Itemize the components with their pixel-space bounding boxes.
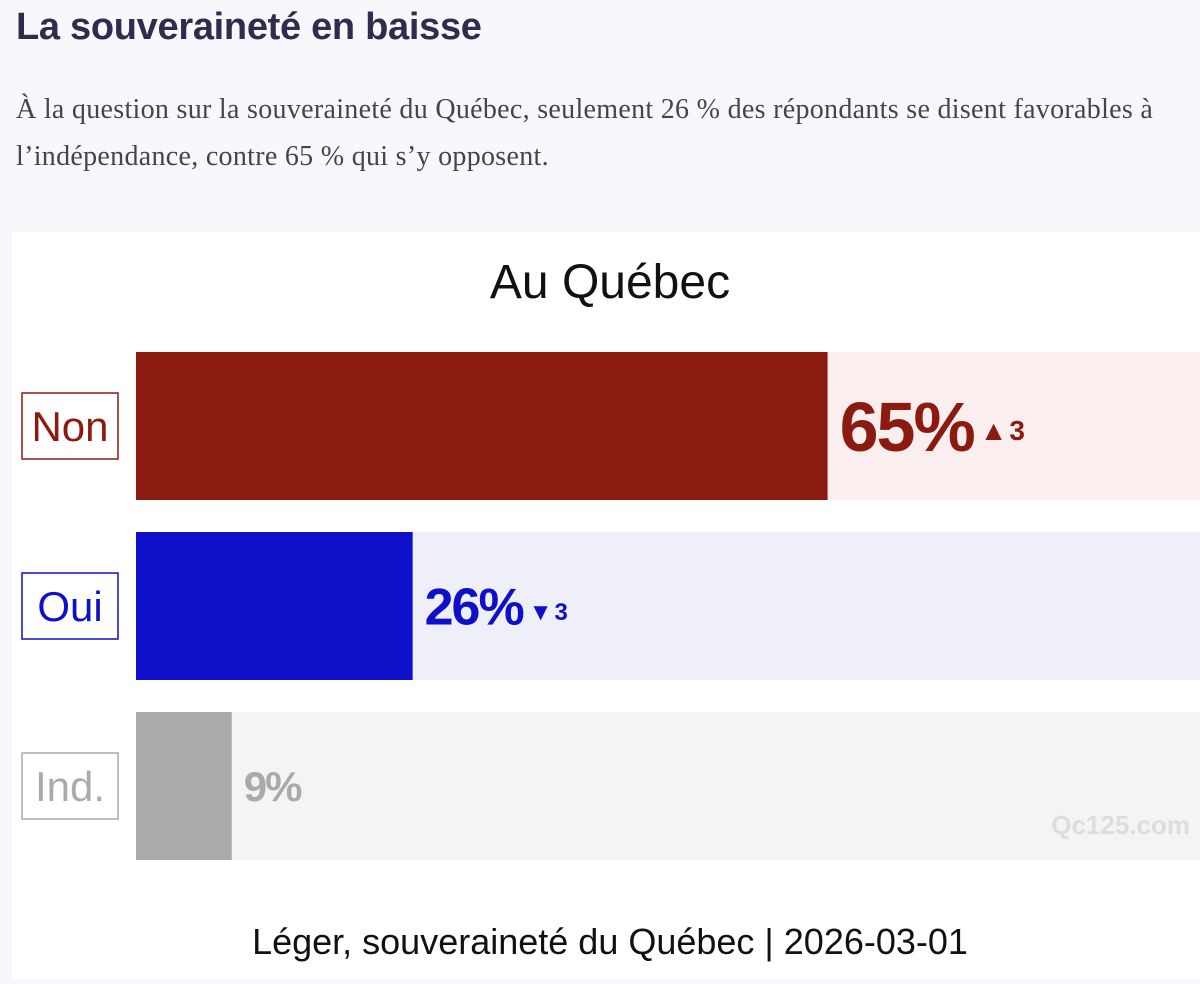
category-label-box-non — [21, 392, 119, 460]
bar-track-ind — [136, 712, 1200, 860]
category-label-ind: Ind. — [35, 763, 105, 810]
category-label-oui: Oui — [37, 583, 102, 630]
category-label-box-oui — [21, 572, 119, 640]
change-amount-oui: 3 — [554, 599, 567, 626]
article-intro: À la question sur la souveraineté du Qué… — [16, 94, 1154, 172]
chart-title: Au Québec — [490, 256, 730, 309]
chart-caption: Léger, souveraineté du Québec | 2026-03-… — [252, 921, 968, 962]
category-label-box-ind — [21, 752, 119, 820]
bar-oui — [136, 532, 413, 680]
change-up-icon-non: ▲ — [980, 415, 1008, 446]
category-label-non: Non — [31, 403, 108, 450]
chart-watermark: Qc125.com — [1051, 810, 1190, 840]
change-amount-non: 3 — [1009, 415, 1025, 446]
value-label-non: 65% — [840, 388, 975, 466]
change-down-icon-oui: ▼ — [529, 599, 553, 626]
value-label-oui: 26% — [425, 579, 524, 637]
article-heading: La souveraineté en baisse — [16, 6, 482, 48]
value-label-ind: 9% — [244, 763, 302, 810]
bar-non — [136, 352, 828, 500]
chart-card: Au Québec Non 65% ▲ 3 Oui 26% ▼ 3 Ind. 9% Qc125.c… — [12, 232, 1200, 979]
bar-ind — [136, 712, 232, 860]
